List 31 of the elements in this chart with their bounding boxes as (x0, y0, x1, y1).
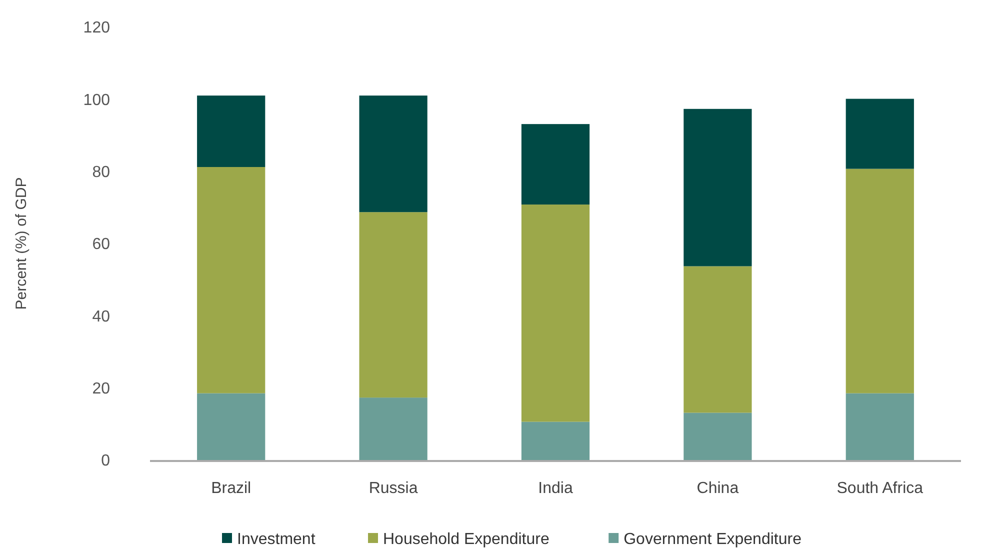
bar (197, 393, 266, 460)
bar (359, 398, 428, 460)
bar (846, 168, 914, 394)
bar (197, 167, 266, 394)
x-tick-label: Russia (368, 480, 418, 497)
bar (359, 96, 428, 212)
y-tick-label: 120 (83, 20, 110, 37)
bar (521, 422, 590, 460)
x-tick-label: Brazil (211, 480, 252, 497)
x-tick-label: South Africa (836, 480, 924, 497)
y-tick-label: 60 (92, 236, 110, 254)
y-tick-label: 100 (83, 92, 110, 109)
x-tick-label: India (538, 480, 573, 497)
y-tick-label: 20 (92, 380, 110, 398)
bar (684, 266, 752, 413)
bar (521, 124, 590, 205)
bar (846, 393, 914, 460)
bar (846, 98, 914, 169)
bar (684, 412, 752, 460)
bar (359, 212, 428, 398)
y-tick-label: 80 (92, 164, 110, 181)
y-axis-title: Percent (%) of GDP (13, 177, 30, 310)
legend-label: Household Expenditure (383, 531, 550, 548)
legend-label: Investment (237, 531, 316, 548)
legend-label: Government Expenditure (624, 531, 802, 548)
x-tick-label: China (696, 480, 739, 497)
y-tick-label: 40 (92, 308, 110, 326)
y-tick-label: 0 (101, 452, 110, 470)
bar (521, 204, 590, 422)
bar (197, 96, 266, 168)
bar (684, 108, 752, 266)
